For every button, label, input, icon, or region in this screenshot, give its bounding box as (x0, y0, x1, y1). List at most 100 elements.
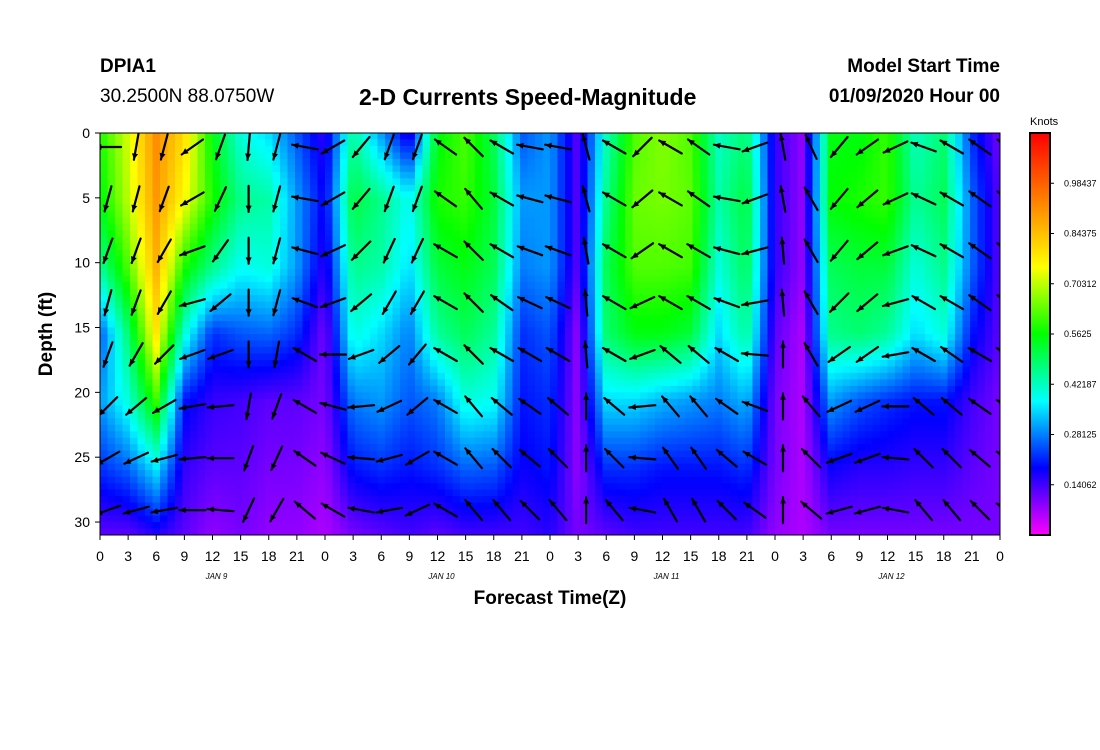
heatmap-cell (872, 184, 881, 192)
heatmap-cell (542, 158, 551, 167)
heatmap-cell (220, 340, 229, 348)
heatmap-cell (437, 236, 446, 244)
heatmap-cell (220, 178, 229, 186)
heatmap-cell (520, 366, 529, 374)
heatmap-cell (715, 275, 724, 283)
heatmap-cell (955, 385, 964, 393)
heatmap-cell (227, 249, 236, 257)
heatmap-cell (100, 152, 109, 160)
heatmap-cell (812, 295, 821, 303)
heatmap-cell (107, 269, 116, 277)
heatmap-cell (775, 327, 784, 335)
heatmap-cell (452, 184, 461, 192)
heatmap-cell (587, 308, 596, 316)
heatmap-cell (692, 217, 701, 225)
heatmap-cell (835, 223, 844, 231)
heatmap-cell (242, 359, 251, 368)
heatmap-cell (970, 210, 979, 218)
heatmap-cell (497, 217, 506, 225)
heatmap-cell (340, 308, 349, 316)
heatmap-cell (887, 327, 896, 335)
heatmap-cell (340, 204, 349, 212)
heatmap-cell (137, 210, 146, 218)
heatmap-cell (970, 359, 979, 368)
heatmap-cell (437, 178, 446, 186)
heatmap-cell (272, 204, 281, 212)
heatmap-cell (827, 392, 836, 400)
heatmap-cell (392, 366, 401, 374)
heatmap-cell (437, 392, 446, 400)
heatmap-cell (640, 379, 649, 387)
heatmap-cell (482, 379, 491, 387)
heatmap-cell (550, 295, 559, 303)
heatmap-cell (625, 385, 634, 393)
heatmap-cell (902, 346, 911, 355)
heatmap-cell (227, 145, 236, 154)
heatmap-cell (880, 282, 889, 290)
heatmap-cell (317, 372, 326, 380)
heatmap-cell (430, 230, 439, 238)
heatmap-cell (977, 275, 986, 283)
heatmap-cell (437, 366, 446, 374)
heatmap-cell (205, 230, 214, 238)
heatmap-cell (760, 321, 769, 329)
heatmap-cell (865, 372, 874, 380)
heatmap-cell (167, 145, 176, 154)
heatmap-cell (550, 178, 559, 186)
heatmap-cell (407, 152, 416, 160)
heatmap-cell (317, 314, 326, 322)
heatmap-cell (122, 346, 131, 355)
heatmap-cell (445, 165, 454, 173)
heatmap-cell (565, 171, 574, 179)
heatmap-cell (272, 158, 281, 167)
heatmap-cell (325, 230, 334, 238)
heatmap-cell (430, 334, 439, 342)
heatmap-cell (752, 288, 761, 296)
heatmap-cell (790, 295, 799, 303)
heatmap-cell (670, 385, 679, 393)
heatmap-cell (662, 178, 671, 186)
heatmap-cell (137, 366, 146, 374)
heatmap-cell (520, 288, 529, 296)
heatmap-cell (962, 295, 971, 303)
heatmap-cell (632, 171, 641, 179)
heatmap-cell (737, 145, 746, 154)
heatmap-cell (790, 314, 799, 322)
heatmap-cell (137, 158, 146, 167)
heatmap-cell (580, 359, 589, 368)
heatmap-cell (392, 197, 401, 205)
heatmap-cell (167, 314, 176, 322)
heatmap-cell (175, 256, 184, 264)
heatmap-cell (790, 275, 799, 283)
heatmap-cell (617, 184, 626, 192)
heatmap-cell (452, 197, 461, 205)
heatmap-cell (535, 275, 544, 283)
heatmap-cell (400, 327, 409, 335)
heatmap-cell (752, 184, 761, 192)
heatmap-cell (985, 152, 994, 160)
heatmap-cell (970, 385, 979, 393)
heatmap-cell (482, 366, 491, 374)
heatmap-cell (895, 243, 904, 251)
heatmap-cell (535, 223, 544, 231)
heatmap-cell (625, 321, 634, 329)
heatmap-cell (152, 262, 161, 270)
heatmap-cell (835, 392, 844, 400)
heatmap-cell (137, 249, 146, 257)
heatmap-cell (842, 340, 851, 348)
heatmap-cell (572, 275, 581, 283)
heatmap-cell (910, 197, 919, 205)
heatmap-cell (595, 133, 604, 141)
heatmap-cell (625, 392, 634, 400)
heatmap-cell (445, 327, 454, 335)
heatmap-cell (287, 288, 296, 296)
heatmap-cell (430, 262, 439, 270)
heatmap-cell (685, 275, 694, 283)
heatmap-cell (820, 372, 829, 380)
heatmap-cell (752, 210, 761, 218)
heatmap-cell (692, 346, 701, 355)
heatmap-cell (205, 256, 214, 264)
heatmap-cell (422, 210, 431, 218)
heatmap-cell (692, 256, 701, 264)
heatmap-cell (947, 139, 956, 147)
